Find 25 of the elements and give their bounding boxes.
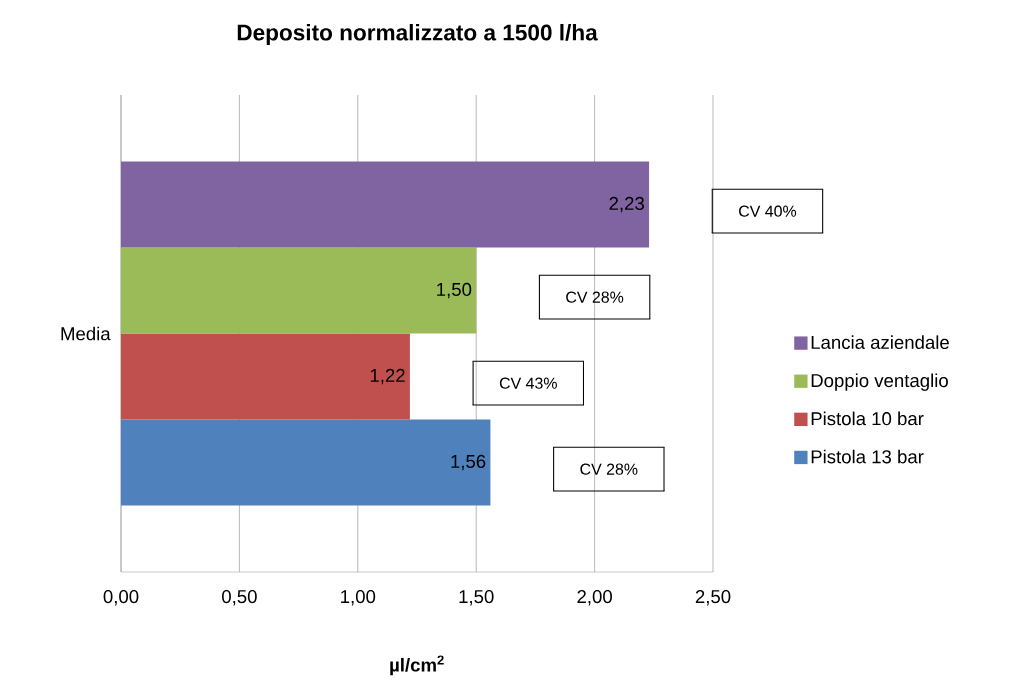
legend-label: Doppio ventaglio — [811, 373, 948, 391]
x-axis-title: µl/cm$^{2}$ — [390, 655, 444, 676]
annotation: CV 28% — [566, 291, 624, 303]
bar — [121, 161, 650, 248]
legend-label: Lancia aziendale — [811, 335, 949, 350]
x-tick-label: 2,00 — [577, 590, 612, 606]
text: CV 40% — [739, 205, 797, 217]
bar — [121, 247, 477, 334]
x-tick-label: 0,50 — [222, 590, 257, 606]
chart-title: Deposito normalizzato a 1500 l/ha — [237, 23, 598, 46]
data-label: 1,56 — [451, 454, 486, 471]
legend-label: Pistola 13 bar — [811, 449, 924, 464]
bar — [121, 419, 491, 506]
x-tick-label: 0,00 — [103, 590, 139, 606]
y-tick-label: Media — [61, 326, 111, 341]
x-tick-label: 1,00 — [341, 590, 376, 606]
data-label: 2,23 — [609, 196, 644, 213]
annotation: CV 43% — [499, 377, 557, 389]
data-label: 1,22 — [370, 368, 405, 385]
legend-label: Pistola 10 bar — [811, 411, 924, 426]
data-label: 1,50 — [437, 282, 472, 299]
x-tick-label: 1,50 — [459, 590, 494, 606]
annotation: CV 28% — [580, 463, 638, 475]
x-tick-label: 2,50 — [695, 590, 731, 606]
bar — [121, 333, 410, 420]
